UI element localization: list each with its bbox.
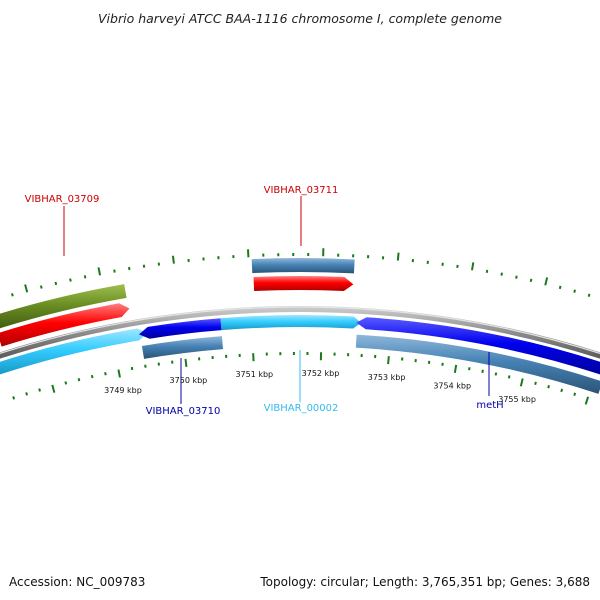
major-tick bbox=[171, 255, 175, 264]
gene-vibhar-03710-arrow[interactable] bbox=[138, 318, 222, 339]
gene-vibhar-03709-arrow[interactable] bbox=[0, 303, 130, 347]
minor-tick bbox=[77, 377, 81, 382]
minor-tick bbox=[38, 388, 41, 392]
minor-tick bbox=[587, 293, 591, 297]
major-tick bbox=[97, 267, 102, 276]
minor-tick bbox=[39, 285, 43, 289]
gene-vibhar-03710-cds[interactable] bbox=[141, 336, 223, 359]
gene-label-vibhar-03711[interactable]: VIBHAR_03711 bbox=[264, 185, 339, 196]
minor-tick bbox=[573, 392, 577, 396]
major-tick bbox=[453, 364, 458, 374]
minor-tick bbox=[500, 272, 503, 276]
coordinate-label: 3755 kbp bbox=[498, 395, 536, 404]
major-tick bbox=[51, 384, 56, 393]
coordinate-label: 3754 kbp bbox=[433, 382, 471, 391]
gene-label-vibhar-03709[interactable]: VIBHAR_03709 bbox=[25, 194, 100, 205]
outer-tick-track bbox=[11, 248, 591, 297]
minor-tick bbox=[11, 293, 14, 297]
topology-summary-text: Topology: circular; Length: 3,765,351 bp… bbox=[259, 575, 590, 589]
major-tick bbox=[117, 369, 121, 378]
minor-tick bbox=[113, 269, 116, 273]
minor-tick bbox=[485, 269, 489, 274]
map-title: Vibrio harveyi ATCC BAA-1116 chromosome … bbox=[98, 11, 502, 26]
minor-tick bbox=[90, 374, 94, 379]
gene-vibhar-00002-arrow-left[interactable] bbox=[0, 328, 148, 376]
minor-tick bbox=[83, 275, 87, 279]
minor-tick bbox=[69, 278, 72, 282]
gene-vibhar-03709-cds[interactable] bbox=[0, 284, 127, 330]
minor-tick bbox=[560, 388, 564, 393]
coordinate-label: 3751 kbp bbox=[235, 370, 273, 379]
inner-tick-track bbox=[12, 352, 590, 405]
major-tick bbox=[519, 378, 524, 387]
minor-tick bbox=[515, 275, 518, 279]
coordinate-label: 3752 kbp bbox=[302, 369, 340, 378]
major-tick bbox=[24, 284, 29, 293]
gene-label-meth[interactable]: metH bbox=[476, 400, 503, 411]
minor-tick bbox=[547, 385, 550, 389]
major-tick bbox=[387, 356, 390, 365]
gene-meth-arrow[interactable] bbox=[356, 317, 600, 376]
major-tick bbox=[184, 358, 188, 368]
minor-tick bbox=[529, 278, 533, 283]
minor-tick bbox=[25, 392, 28, 396]
major-tick bbox=[471, 262, 475, 271]
minor-tick bbox=[468, 367, 471, 371]
minor-tick bbox=[558, 285, 562, 290]
major-tick bbox=[396, 252, 400, 261]
minor-tick bbox=[130, 366, 134, 371]
gene-vibhar-00002-arrow[interactable] bbox=[220, 314, 362, 331]
coordinate-label: 3750 kbp bbox=[170, 376, 208, 385]
minor-tick bbox=[481, 369, 484, 373]
minor-tick bbox=[573, 289, 576, 293]
minor-tick bbox=[104, 372, 107, 376]
major-tick bbox=[544, 277, 549, 286]
gene-vibhar-03711-cds[interactable] bbox=[251, 258, 355, 274]
gene-meth-cds[interactable] bbox=[355, 334, 600, 394]
coordinate-labels: 3749 kbp 3750 kbp 3751 kbp 3752 kbp 3753 kbp… bbox=[104, 369, 536, 404]
coordinate-label: 3749 kbp bbox=[104, 386, 142, 395]
minor-tick bbox=[507, 375, 511, 379]
gene-label-vibhar-00002[interactable]: VIBHAR_00002 bbox=[264, 403, 339, 414]
minor-tick bbox=[494, 372, 498, 376]
coordinate-label: 3753 kbp bbox=[368, 373, 406, 382]
minor-tick bbox=[54, 281, 58, 286]
minor-tick bbox=[534, 381, 537, 385]
gene-label-vibhar-03710[interactable]: VIBHAR_03710 bbox=[146, 406, 221, 417]
gene-vibhar-03711-arrow[interactable] bbox=[253, 275, 354, 292]
minor-tick bbox=[64, 381, 68, 385]
major-tick bbox=[584, 396, 590, 405]
accession-text: Accession: NC_009783 bbox=[9, 575, 145, 589]
minor-tick bbox=[12, 396, 16, 400]
chromosome-backbone-highlight bbox=[0, 306, 600, 355]
chromosome-backbone bbox=[0, 306, 600, 359]
